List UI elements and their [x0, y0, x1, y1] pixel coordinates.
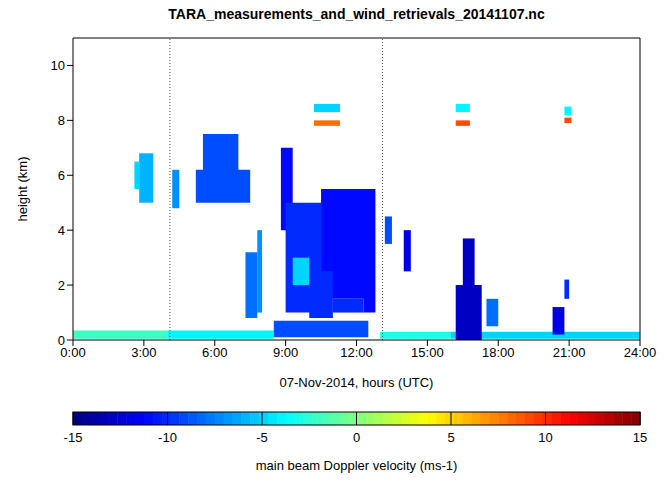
- svg-text:4: 4: [58, 223, 65, 238]
- svg-text:12:00: 12:00: [340, 345, 373, 360]
- svg-text:9:00: 9:00: [273, 345, 298, 360]
- svg-text:10: 10: [51, 58, 65, 73]
- svg-text:24:00: 24:00: [624, 345, 657, 360]
- svg-text:07-Nov-2014, hours (UTC): 07-Nov-2014, hours (UTC): [280, 375, 434, 390]
- svg-text:21:00: 21:00: [553, 345, 586, 360]
- svg-text:-10: -10: [158, 430, 177, 445]
- svg-text:main beam Doppler velocity (ms: main beam Doppler velocity (ms-1): [256, 458, 458, 473]
- svg-text:8: 8: [58, 113, 65, 128]
- svg-text:-5: -5: [256, 430, 268, 445]
- html-text:TARA_measurements_and_wind_ret: TARA_measurements_and_wind_retrievals_20…: [168, 6, 545, 22]
- svg-text:3:00: 3:00: [131, 345, 156, 360]
- svg-text:height (km): height (km): [15, 156, 30, 221]
- svg-text:18:00: 18:00: [482, 345, 515, 360]
- svg-text:0:00: 0:00: [60, 345, 86, 361]
- svg-text:0: 0: [58, 333, 65, 348]
- svg-text:0: 0: [353, 430, 360, 445]
- svg-text:6: 6: [58, 168, 65, 183]
- svg-text:10: 10: [538, 430, 552, 445]
- svg-text:15: 15: [633, 430, 647, 445]
- svg-text:6:00: 6:00: [202, 345, 227, 360]
- svg-text:15:00: 15:00: [411, 345, 444, 360]
- svg-text:-15: -15: [64, 430, 83, 445]
- svg-text:2: 2: [58, 278, 65, 293]
- svg-text:5: 5: [447, 430, 454, 445]
